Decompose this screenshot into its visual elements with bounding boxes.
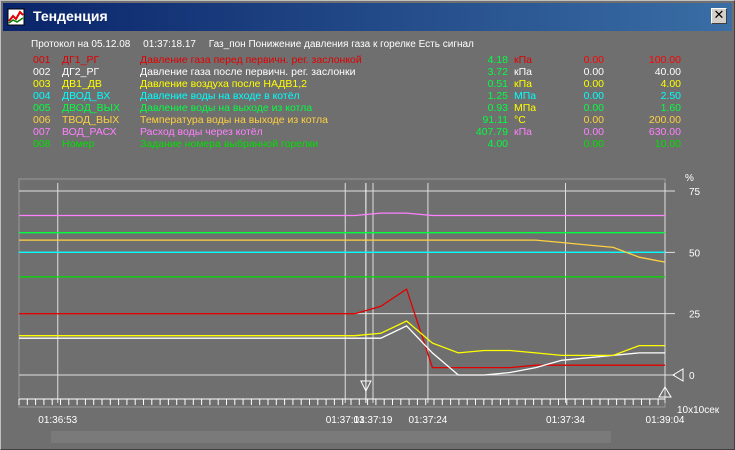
y-tick-label: 0 — [689, 371, 695, 382]
param-tag: ДВОД_ВХ — [62, 90, 111, 102]
parameter-row[interactable]: 004 ДВОД_ВХ Давление воды на входе в котёл… — [1, 90, 735, 104]
param-min: 0.00 — [583, 90, 604, 102]
parameter-row[interactable]: 008 Номер Задание номера выбранной горелки… — [1, 138, 735, 152]
param-tag: ДГ1_РГ — [62, 54, 100, 66]
param-value: 1.25 — [487, 90, 508, 102]
param-description: Давление газа после первичн. рег. заслон… — [140, 66, 356, 78]
parameter-row[interactable]: 006 ТВОД_ВЫХ Температура воды на выходе из… — [1, 114, 735, 128]
param-min: 0.00 — [583, 54, 604, 66]
y-tick-label: 75 — [689, 187, 701, 198]
param-tag: Номер — [62, 138, 95, 150]
param-value: 3.72 — [487, 66, 508, 78]
series-line — [19, 325, 665, 376]
param-max: 100.00 — [648, 54, 681, 66]
param-unit: °C — [514, 114, 526, 126]
param-number: 007 — [33, 126, 51, 138]
param-min: 0.00 — [583, 66, 604, 78]
cursor-marker-icon[interactable] — [360, 380, 372, 393]
param-description: Задание номера выбранной горелки — [140, 138, 319, 150]
series-line — [19, 239, 666, 263]
series-line — [19, 212, 665, 217]
level-marker-icon[interactable] — [672, 368, 684, 382]
param-number: 006 — [33, 114, 51, 126]
trend-app-icon — [7, 8, 25, 26]
param-min: 0.00 — [583, 78, 604, 90]
end-marker-icon[interactable] — [658, 386, 672, 398]
y-tick-label: 50 — [689, 248, 701, 259]
param-min: 0.00 — [583, 114, 604, 126]
param-unit: кПа — [514, 66, 532, 78]
param-value: 4.18 — [487, 54, 508, 66]
close-button[interactable]: ✕ — [711, 8, 727, 24]
param-max: 4.00 — [660, 78, 681, 90]
param-unit: кПа — [514, 78, 532, 90]
param-description: Давление воздуха после НАДВ1,2 — [140, 78, 308, 90]
param-value: 0.51 — [487, 78, 508, 90]
param-number: 008 — [33, 138, 51, 150]
param-description: Расход воды через котёл — [140, 126, 263, 138]
param-max: 10.00 — [654, 138, 681, 150]
param-value: 4.00 — [487, 138, 508, 150]
protocol-label: Протокол на 05.12.08 — [31, 39, 131, 50]
param-value: 91.11 — [482, 114, 509, 126]
param-tag: ДГ2_РГ — [62, 66, 100, 78]
x-tick-label: 01:37:19 — [354, 415, 393, 426]
param-tag: ДВОД_ВЫХ — [62, 102, 120, 114]
parameter-row[interactable]: 001 ДГ1_РГ Давление газа перед первичн. ре… — [1, 54, 735, 68]
series-line — [19, 320, 665, 357]
horizontal-scrollbar[interactable] — [51, 431, 611, 443]
title-bar[interactable]: Тенденция ✕ — [3, 3, 732, 31]
param-value: 407.79 — [475, 126, 508, 138]
series-line — [19, 288, 665, 369]
parameter-row[interactable]: 005 ДВОД_ВЫХ Давление воды на выходе из ко… — [1, 102, 735, 116]
param-max: 630.00 — [648, 126, 681, 138]
protocol-message: Газ_пон Понижение давления газа к горелк… — [208, 39, 474, 50]
window-title: Тенденция — [33, 8, 108, 24]
param-tag: ТВОД_ВЫХ — [62, 114, 120, 126]
param-max: 200.00 — [648, 114, 681, 126]
param-description: Давление газа перед первичн. рег. заслон… — [140, 54, 362, 66]
x-tick-label: 01:37:24 — [408, 415, 447, 426]
param-description: Давление воды на входе в котёл — [140, 90, 300, 102]
param-unit: МПа — [514, 102, 537, 114]
param-unit: кПа — [514, 126, 532, 138]
param-description: Давление воды на выходе из котла — [140, 102, 313, 114]
param-description: Температура воды на выходе из котла — [140, 114, 328, 126]
param-tag: ДВ1_ДВ — [62, 78, 102, 90]
x-tick-label: 01:37:34 — [546, 415, 585, 426]
param-unit: кПа — [514, 54, 532, 66]
param-number: 001 — [33, 54, 51, 66]
parameter-row[interactable]: 002 ДГ2_РГ Давление газа после первичн. ре… — [1, 66, 735, 80]
param-number: 004 — [33, 90, 51, 102]
y-unit-label: % — [685, 173, 694, 184]
param-tag: ВОД_РАСХ — [62, 126, 117, 138]
time-scale-label: 10x10сек — [677, 405, 720, 416]
parameter-row[interactable]: 003 ДВ1_ДВ Давление воздуха после НАДВ1,2 0… — [1, 78, 735, 92]
param-max: 40.00 — [654, 66, 681, 78]
y-tick-label: 25 — [689, 310, 701, 321]
param-unit: МПа — [514, 90, 537, 102]
x-tick-label: 01:36:53 — [38, 415, 77, 426]
param-min: 0.00 — [583, 102, 604, 114]
param-min: 0.00 — [583, 138, 604, 150]
plot-area — [18, 178, 666, 408]
protocol-line: Протокол на 05.12.08 01:37:18.17 Газ_пон… — [31, 39, 484, 50]
param-value: 0.93 — [487, 102, 508, 114]
protocol-time: 01:37:18.17 — [143, 39, 196, 50]
param-number: 002 — [33, 66, 51, 78]
param-min: 0.00 — [583, 126, 604, 138]
param-max: 2.50 — [660, 90, 681, 102]
param-number: 003 — [33, 78, 51, 90]
param-number: 005 — [33, 102, 51, 114]
parameter-row[interactable]: 007 ВОД_РАСХ Расход воды через котёл 407.79… — [1, 126, 735, 140]
x-tick-label: 01:37:13 — [326, 415, 365, 426]
x-tick-label: 01:39:04 — [646, 415, 685, 426]
param-max: 1.60 — [660, 102, 681, 114]
